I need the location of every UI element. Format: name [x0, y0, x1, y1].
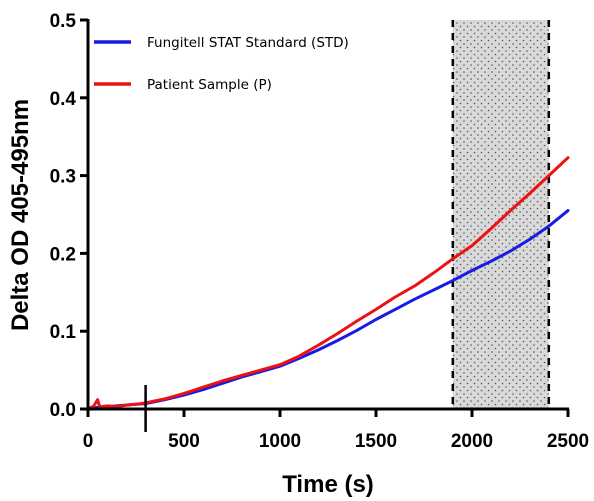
- x-tick-label: 0: [83, 431, 94, 452]
- y-tick-label: 0.2: [50, 244, 76, 265]
- x-tick-label: 1000: [259, 431, 301, 452]
- y-tick-label: 0.4: [50, 89, 77, 110]
- x-axis-title: Time (s): [282, 471, 374, 498]
- x-tick-label: 2500: [547, 431, 589, 452]
- legend: Fungitell STAT Standard (STD) Patient Sa…: [94, 35, 349, 93]
- x-tick-label: 1500: [355, 431, 397, 452]
- y-tick-label: 0.1: [50, 322, 77, 343]
- shaded-window: [452, 20, 549, 409]
- series-layer: [86, 156, 570, 411]
- legend-label-std: Fungitell STAT Standard (STD): [147, 35, 349, 51]
- y-tick-label: 0.0: [50, 400, 76, 421]
- x-ticks: 0 500 1000 1500 2000 2500: [83, 409, 589, 452]
- y-ticks: 0.0 0.1 0.2 0.3 0.4 0.5: [50, 11, 88, 421]
- x-tick-label: 2000: [451, 431, 493, 452]
- x-tick-label: 500: [168, 431, 200, 452]
- series-line-1: [86, 156, 570, 411]
- legend-label-p: Patient Sample (P): [147, 77, 272, 93]
- y-tick-label: 0.5: [50, 11, 77, 32]
- y-tick-label: 0.3: [50, 167, 76, 188]
- y-axis-title: Delta OD 405-495nm: [7, 99, 34, 331]
